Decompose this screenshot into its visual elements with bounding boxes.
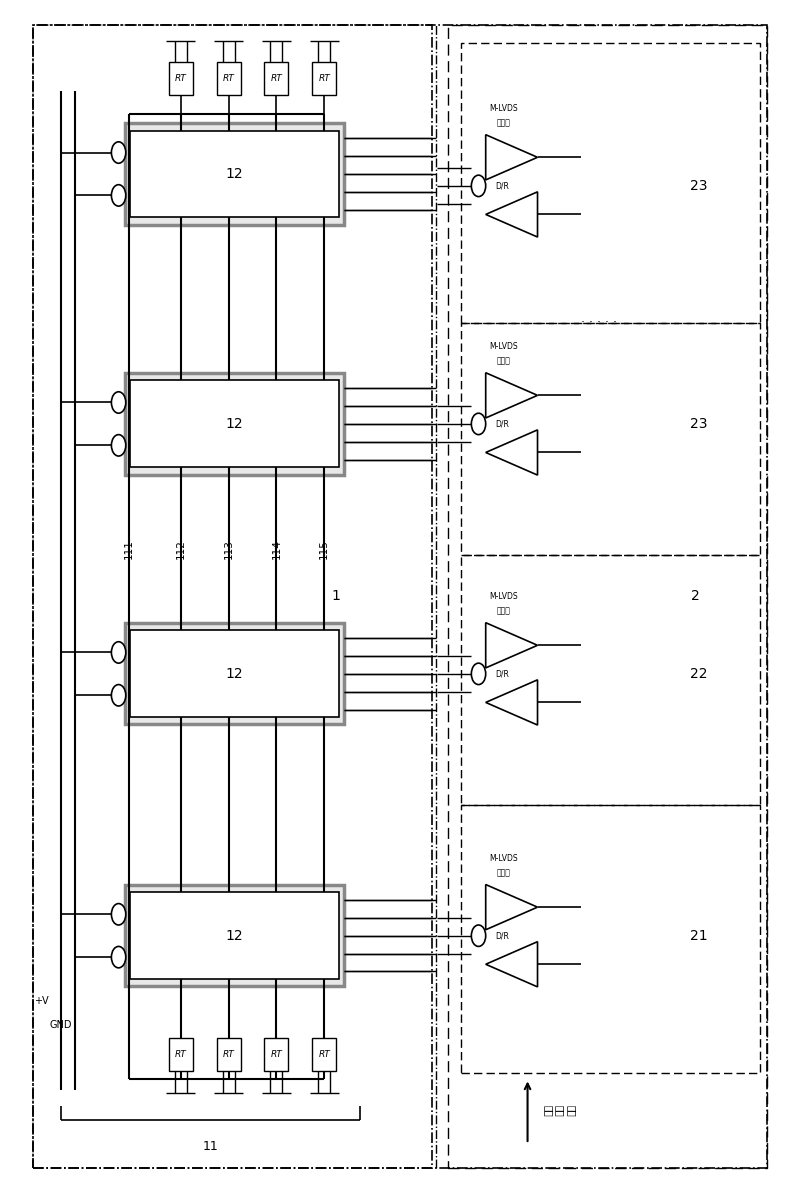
Text: RT: RT (270, 74, 282, 84)
Text: RT: RT (175, 74, 186, 84)
Text: 23: 23 (690, 179, 708, 193)
Polygon shape (486, 372, 538, 418)
Text: RT: RT (222, 74, 234, 84)
Circle shape (471, 663, 486, 685)
Bar (34, 25, 432, 1168)
Polygon shape (486, 192, 538, 237)
Text: 收发器: 收发器 (497, 606, 510, 616)
Circle shape (111, 434, 126, 456)
Circle shape (111, 642, 126, 663)
Text: D/R: D/R (495, 932, 509, 940)
Bar (448, 25, 766, 1168)
Polygon shape (486, 623, 538, 668)
Bar (169, 62, 193, 95)
Bar (125, 373, 344, 475)
Bar (130, 381, 339, 468)
Text: 12: 12 (226, 928, 243, 942)
Text: 22: 22 (690, 667, 708, 681)
Polygon shape (486, 135, 538, 180)
Bar (312, 1038, 336, 1071)
Text: M-LVDS: M-LVDS (490, 592, 518, 601)
Text: 111: 111 (124, 539, 134, 558)
Polygon shape (486, 680, 538, 725)
Text: 12: 12 (226, 167, 243, 181)
Circle shape (111, 391, 126, 413)
Text: 1: 1 (332, 589, 341, 604)
Text: RT: RT (318, 1050, 330, 1059)
Circle shape (111, 903, 126, 925)
Polygon shape (486, 884, 538, 929)
Text: RT: RT (222, 1050, 234, 1059)
Bar (462, 555, 760, 805)
Bar (462, 323, 760, 555)
Bar (265, 62, 288, 95)
Bar (217, 1038, 241, 1071)
Bar (125, 885, 344, 987)
Text: 113: 113 (223, 539, 234, 558)
Text: 23: 23 (690, 416, 708, 431)
Bar (462, 805, 760, 1073)
Bar (125, 623, 344, 724)
Text: 115: 115 (319, 539, 330, 558)
Bar (130, 892, 339, 979)
Bar (265, 1038, 288, 1071)
Text: 12: 12 (226, 667, 243, 681)
Text: · · · · ·: · · · · · (582, 316, 618, 329)
Circle shape (111, 946, 126, 968)
Text: 收发器: 收发器 (497, 869, 510, 877)
Bar (217, 62, 241, 95)
Text: 收发器: 收发器 (497, 357, 510, 365)
Text: 12: 12 (226, 416, 243, 431)
Text: D/R: D/R (495, 420, 509, 428)
Text: D/R: D/R (495, 181, 509, 191)
Bar (125, 123, 344, 224)
Text: 114: 114 (271, 539, 282, 558)
Polygon shape (486, 429, 538, 475)
Circle shape (111, 142, 126, 163)
Text: M-LVDS: M-LVDS (490, 854, 518, 863)
Text: 11: 11 (202, 1139, 218, 1152)
Text: RT: RT (175, 1050, 186, 1059)
Text: 收发器: 收发器 (497, 118, 510, 128)
Text: 21: 21 (690, 928, 708, 942)
Circle shape (471, 413, 486, 434)
Text: M-LVDS: M-LVDS (490, 104, 518, 113)
Circle shape (111, 185, 126, 206)
Bar (130, 130, 339, 217)
Text: 外部
通信
接口: 外部 通信 接口 (543, 1106, 576, 1117)
Text: GND: GND (49, 1020, 72, 1030)
Text: M-LVDS: M-LVDS (490, 342, 518, 351)
Bar (462, 43, 760, 323)
Text: 2: 2 (690, 589, 699, 604)
Text: RT: RT (270, 1050, 282, 1059)
Bar (130, 630, 339, 717)
Polygon shape (486, 941, 538, 987)
Text: D/R: D/R (495, 669, 509, 679)
Text: 112: 112 (176, 539, 186, 558)
Bar (312, 62, 336, 95)
Circle shape (471, 175, 486, 197)
Bar (169, 1038, 193, 1071)
Circle shape (471, 925, 486, 946)
Text: +V: +V (34, 996, 49, 1006)
Circle shape (111, 685, 126, 706)
Text: RT: RT (318, 74, 330, 84)
